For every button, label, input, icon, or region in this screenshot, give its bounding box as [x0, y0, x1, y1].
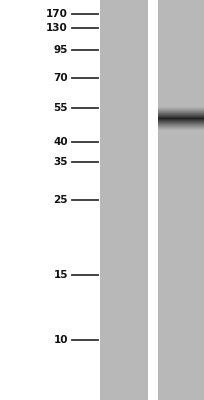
Text: 70: 70: [53, 73, 68, 83]
Text: 170: 170: [46, 9, 68, 19]
Text: 95: 95: [54, 45, 68, 55]
Text: 130: 130: [46, 23, 68, 33]
Text: 35: 35: [53, 157, 68, 167]
Text: 40: 40: [53, 137, 68, 147]
Text: 10: 10: [53, 335, 68, 345]
Text: 55: 55: [53, 103, 68, 113]
Text: 15: 15: [53, 270, 68, 280]
Text: 25: 25: [53, 195, 68, 205]
